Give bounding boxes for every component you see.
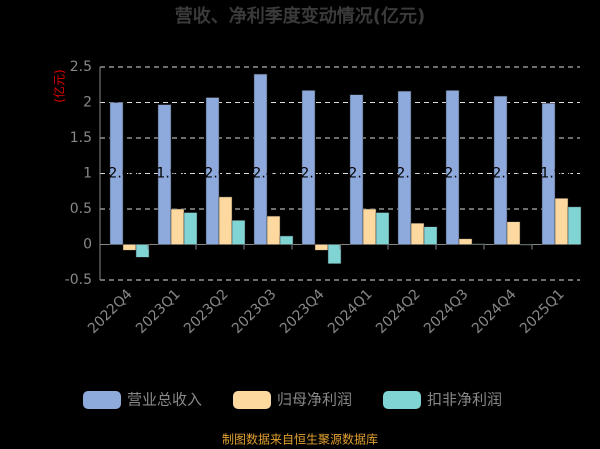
data-label: 2.17 [300, 166, 331, 182]
bar [349, 94, 364, 245]
bar [170, 208, 185, 245]
bar [183, 212, 198, 245]
data-label: 2.40 [252, 166, 283, 182]
bar [445, 90, 460, 245]
y-tick-label: 0.5 [70, 201, 92, 217]
y-tick-label: 1 [83, 166, 92, 182]
bar [314, 244, 329, 251]
bar [375, 212, 390, 245]
bar [471, 243, 486, 245]
bar [506, 221, 521, 245]
x-tick-label: 2024Q3 [421, 286, 472, 337]
data-label: 2.16 [396, 166, 427, 182]
data-label: 1.97 [156, 166, 187, 182]
y-tick-label: 2.5 [70, 59, 92, 75]
bar [541, 102, 556, 245]
x-tick-label: 2024Q4 [469, 286, 520, 337]
legend-swatch [383, 391, 421, 409]
legend-swatch [83, 391, 121, 409]
bar [397, 90, 412, 245]
x-tick-label: 2022Q4 [85, 286, 136, 337]
x-tick-label: 2023Q4 [277, 286, 328, 337]
bar [519, 244, 534, 246]
y-tick-label: -0.5 [65, 272, 92, 288]
data-label: 2.07 [204, 166, 235, 182]
source-note: 制图数据来自恒生聚源数据库 [222, 432, 378, 447]
bar [279, 235, 294, 245]
y-tick-label: 1.5 [70, 130, 92, 146]
y-axis-label: (亿元) [52, 69, 67, 102]
bar [218, 196, 233, 245]
bar [231, 220, 246, 245]
bar [410, 222, 425, 245]
y-tick-label: 2 [83, 95, 92, 111]
x-tick-label: 2023Q2 [181, 286, 232, 337]
data-label: 2.09 [492, 166, 523, 182]
x-tick-label: 2024Q2 [373, 286, 424, 337]
chart-title: 营收、净利季度变动情况(亿元) [175, 5, 425, 27]
bar [205, 97, 220, 245]
bar [493, 95, 508, 245]
x-tick-label: 2023Q3 [229, 286, 280, 337]
data-label: 2.11 [348, 166, 379, 182]
bar [109, 102, 124, 245]
bar [135, 244, 150, 258]
bar [301, 90, 316, 245]
bar [423, 226, 438, 245]
y-tick-label: 0 [83, 237, 92, 253]
bar [362, 208, 377, 245]
x-tick-label: 2025Q1 [517, 286, 568, 337]
bar [266, 215, 281, 245]
legend-label: 营业总收入 [127, 391, 202, 409]
legend-label: 扣非净利润 [427, 391, 502, 409]
bar [157, 104, 172, 245]
legend-label: 归母净利润 [277, 391, 352, 409]
data-label: 2.17 [444, 166, 475, 182]
x-tick-label: 2023Q1 [133, 286, 184, 337]
data-label: 2.00 [108, 166, 139, 182]
legend-swatch [233, 391, 271, 409]
data-label: 1.99 [540, 166, 571, 182]
bar [554, 198, 569, 245]
bar [253, 73, 268, 245]
bar [567, 206, 582, 245]
bar [122, 244, 137, 251]
bar [458, 238, 473, 245]
x-tick-label: 2024Q1 [325, 286, 376, 337]
bar [327, 244, 342, 264]
